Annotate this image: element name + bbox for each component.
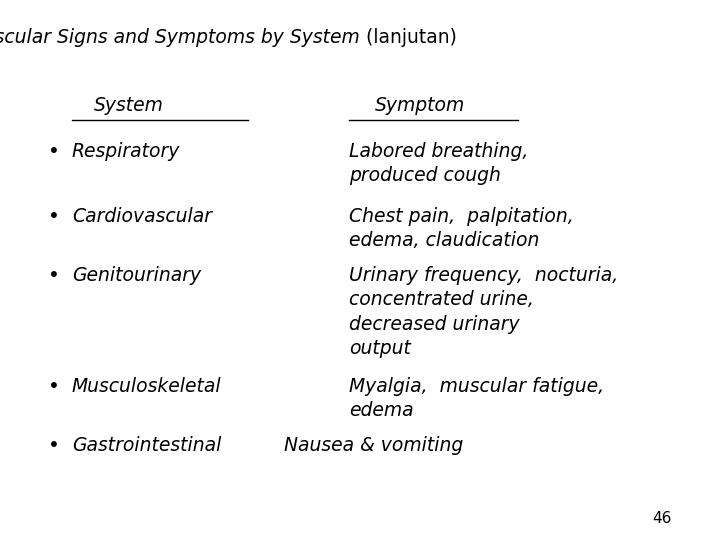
Text: •: • [48, 436, 60, 455]
Text: Symptom: Symptom [374, 96, 464, 115]
Text: (lanjutan): (lanjutan) [360, 28, 457, 48]
Text: •: • [48, 206, 60, 226]
Text: Urinary frequency,  nocturia,: Urinary frequency, nocturia, [349, 266, 618, 285]
Text: decreased urinary: decreased urinary [349, 314, 520, 334]
Text: Nausea & vomiting: Nausea & vomiting [284, 436, 464, 455]
Text: Genitourinary: Genitourinary [72, 266, 201, 285]
Text: Cardiovascular: Cardiovascular [72, 206, 212, 226]
Text: 46: 46 [653, 511, 672, 526]
Text: Gastrointestinal: Gastrointestinal [72, 436, 221, 455]
Text: edema: edema [349, 401, 414, 420]
Text: output: output [349, 339, 411, 358]
Text: Labored breathing,: Labored breathing, [349, 141, 528, 161]
Text: edema, claudication: edema, claudication [349, 231, 539, 250]
Text: Cardiovascular Signs and Symptoms by System: Cardiovascular Signs and Symptoms by Sys… [0, 28, 360, 48]
Text: Myalgia,  muscular fatigue,: Myalgia, muscular fatigue, [349, 376, 604, 396]
Text: •: • [48, 376, 60, 396]
Text: Chest pain,  palpitation,: Chest pain, palpitation, [349, 206, 574, 226]
Text: concentrated urine,: concentrated urine, [349, 290, 534, 309]
Text: System: System [94, 96, 163, 115]
Text: •: • [48, 266, 60, 285]
Text: produced cough: produced cough [349, 166, 501, 185]
Text: Musculoskeletal: Musculoskeletal [72, 376, 222, 396]
Text: •: • [48, 141, 60, 161]
Text: Respiratory: Respiratory [72, 141, 181, 161]
